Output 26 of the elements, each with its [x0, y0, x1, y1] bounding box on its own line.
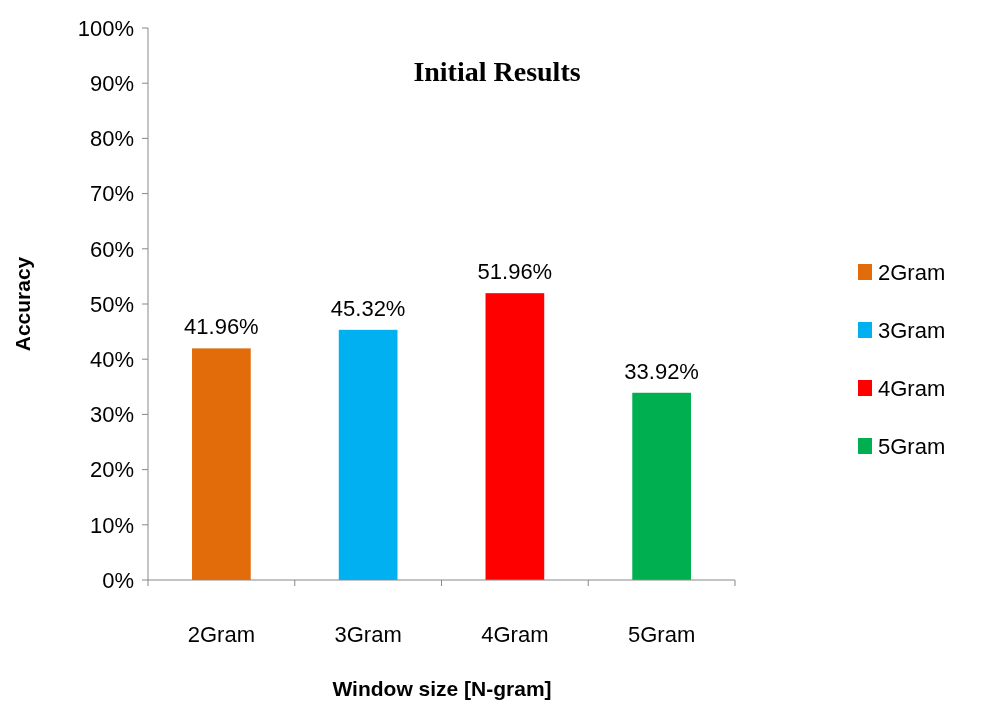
y-tick-label: 90% — [89, 70, 134, 96]
legend-label: 3Gram — [878, 317, 946, 343]
legend-label: 5Gram — [878, 433, 946, 459]
y-tick-label: 40% — [89, 346, 134, 372]
text: Initial Results — [413, 56, 581, 87]
data-label: 51.96% — [477, 259, 553, 285]
x-tick-label: 4Gram — [481, 622, 549, 647]
y-tick-label: 30% — [89, 402, 134, 428]
y-tick-label: 20% — [89, 457, 134, 483]
data-label: 45.32% — [330, 295, 406, 321]
y-tick-label: 0% — [102, 567, 134, 593]
y-axis-title: Accuracy — [11, 256, 34, 352]
y-tick-label: 50% — [89, 291, 134, 317]
x-tick-label: 3Gram — [334, 622, 402, 647]
y-tick-label: 10% — [89, 512, 134, 538]
x-axis-title: Window size [N-gram] — [332, 677, 552, 700]
y-tick-label: 70% — [89, 181, 134, 207]
data-label: 41.96% — [184, 314, 259, 340]
data-label: 33.92% — [624, 358, 699, 384]
x-tick-label: 5Gram — [628, 622, 696, 647]
x-tick-label: 2Gram — [187, 622, 255, 647]
legend-label: 2Gram — [878, 259, 946, 285]
y-tick-label: 100% — [77, 15, 134, 41]
y-tick-label: 80% — [89, 126, 134, 152]
legend-label: 4Gram — [878, 375, 946, 401]
y-tick-label: 60% — [89, 236, 134, 262]
